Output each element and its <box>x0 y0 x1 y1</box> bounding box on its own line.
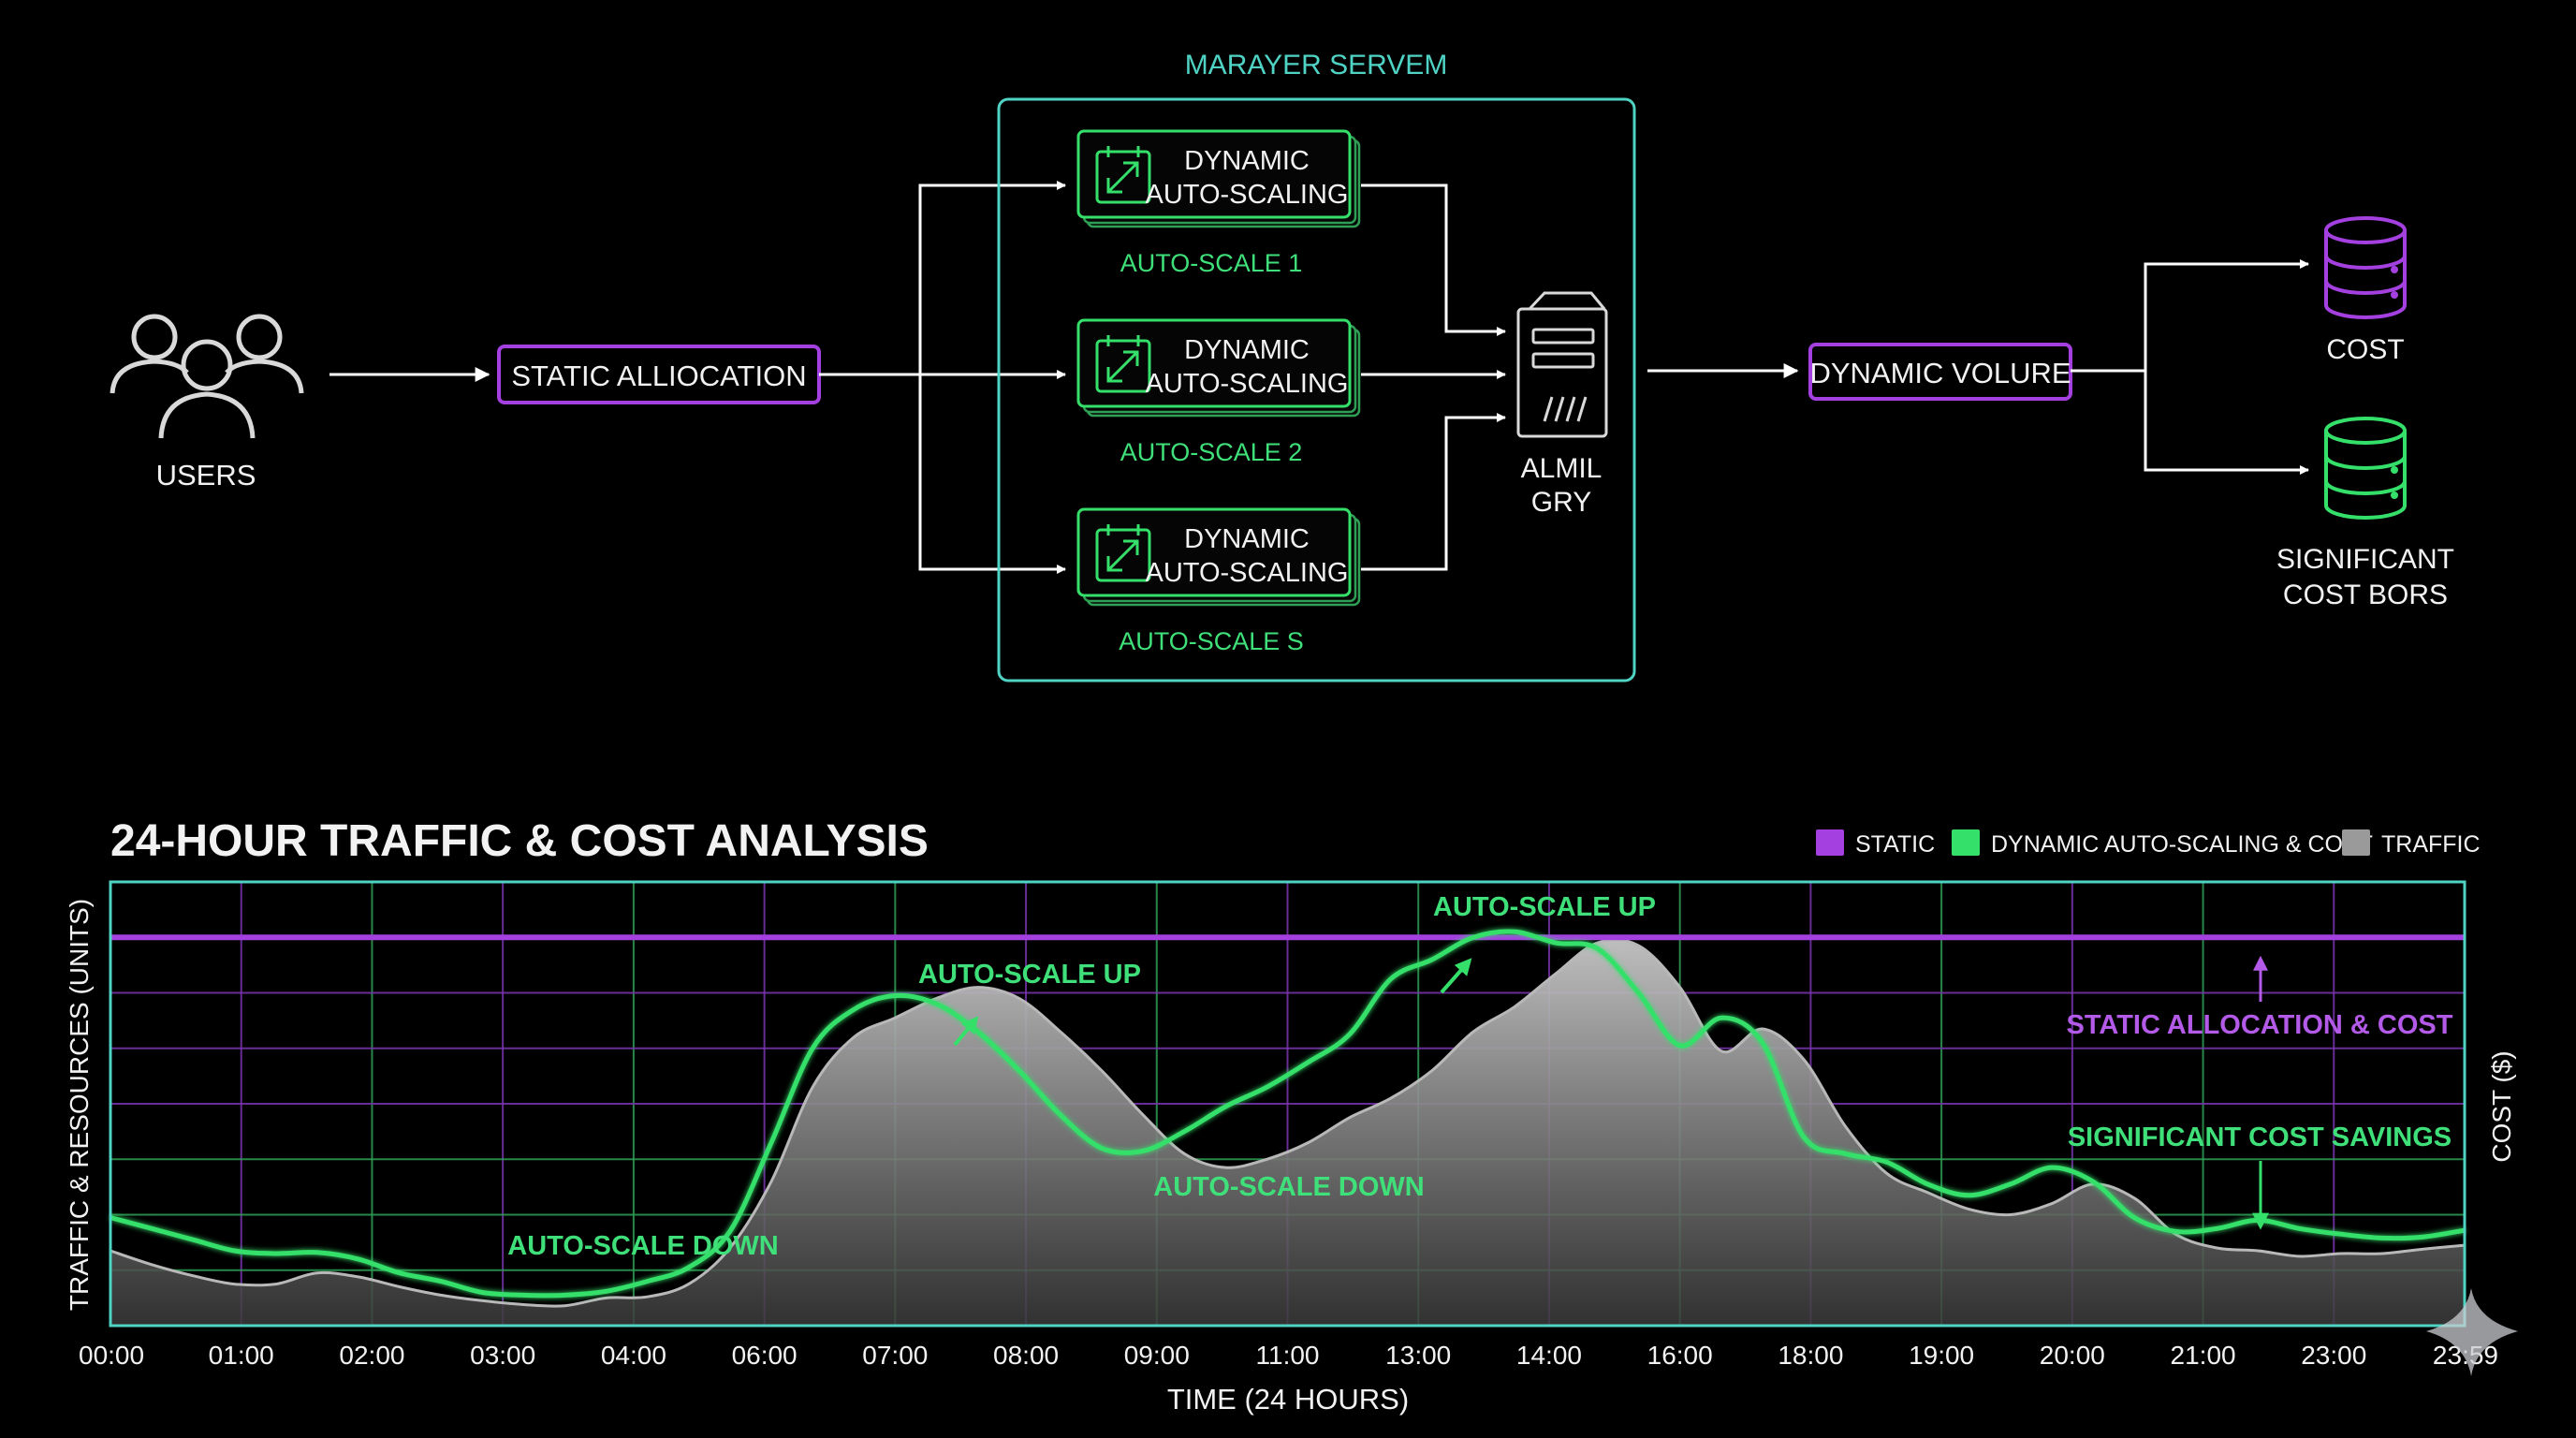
annotation-auto-scale-up-2: AUTO-SCALE UP <box>1433 892 1656 922</box>
static-to-nodes-connectors <box>819 181 1066 574</box>
auto-scale-node-3[interactable]: DYNAMIC AUTO-SCALING AUTO-SCALE S <box>1076 507 1361 655</box>
cluster-title: MARAYER SERVEM <box>1185 50 1448 81</box>
legend-label-dynamic: DYNAMIC AUTO-SCALING & COST <box>1991 831 2373 858</box>
nodes-to-server-connectors <box>1361 183 1506 571</box>
node-1-line1: DYNAMIC <box>1184 146 1310 176</box>
db-cost-label: COST <box>2326 334 2404 365</box>
users-label: USERS <box>156 459 256 492</box>
chart-legend: STATIC DYNAMIC AUTO-SCALING & COST TRAFF… <box>1816 829 2481 858</box>
x-tick-label: 02:00 <box>339 1341 404 1370</box>
arrow-up-2 <box>1440 958 1472 994</box>
arrow-up-1 <box>953 1016 979 1047</box>
x-tick-label: 06:00 <box>732 1341 798 1370</box>
chart: 24-HOUR TRAFFIC & COST ANALYSIS STATIC D… <box>65 816 2518 1416</box>
chart-annotations: AUTO-SCALE UP AUTO-SCALE UP AUTO-SCALE D… <box>507 892 2452 1261</box>
server-label-2: GRY <box>1531 487 1591 518</box>
server-icon <box>1516 291 1608 438</box>
x-tick-label: 21:00 <box>2171 1341 2236 1370</box>
plot-frame <box>109 880 2466 1328</box>
legend-swatch-static <box>1816 829 1844 856</box>
database-icon <box>2324 417 2407 520</box>
node-1-caption: AUTO-SCALE 1 <box>1120 249 1303 277</box>
dynamic-auto-scaling-line <box>110 929 2466 1299</box>
x-tick-label: 11:00 <box>1256 1341 1320 1370</box>
x-tick-label: 20:00 <box>2040 1341 2105 1370</box>
x-tick-label: 09:00 <box>1124 1341 1190 1370</box>
db-cost-node[interactable]: COST <box>2324 216 2407 365</box>
db-savings-label-1: SIGNIFICANT <box>2276 544 2454 575</box>
auto-scale-node-2[interactable]: DYNAMIC AUTO-SCALING AUTO-SCALE 2 <box>1076 318 1361 466</box>
cluster-group: MARAYER SERVEM DYNAMIC AUTO-SCALING AUTO… <box>997 50 1636 682</box>
static-allocation-node[interactable]: STATIC ALLIOCATION <box>497 345 821 404</box>
auto-scale-node-1[interactable]: DYNAMIC AUTO-SCALING AUTO-SCALE 1 <box>1076 129 1361 277</box>
x-axis-label: TIME (24 HOURS) <box>1167 1383 1409 1416</box>
sparkle-icon <box>2426 1288 2518 1376</box>
x-tick-label: 01:00 <box>209 1341 274 1370</box>
y-axis-label-right: COST ($) <box>2487 1050 2516 1162</box>
legend-label-static: STATIC <box>1855 831 1935 858</box>
x-tick-label: 08:00 <box>993 1341 1059 1370</box>
y-axis-label: TRAFFIC & RESOURCES (UNITS) <box>65 899 94 1311</box>
node-3-line2: AUTO-SCALING <box>1145 558 1348 588</box>
x-axis-ticks: 00:00 01:00 02:00 03:00 04:00 06:00 07:00 08:00… <box>79 1341 2498 1370</box>
resize-icon <box>1095 524 1151 582</box>
volume-to-db-connectors <box>2071 259 2309 475</box>
x-tick-label: 18:00 <box>1778 1341 1843 1370</box>
x-tick-label: 07:00 <box>862 1341 928 1370</box>
resize-icon <box>1095 146 1151 204</box>
static-allocation-label: STATIC ALLIOCATION <box>511 360 806 392</box>
resize-icon <box>1095 335 1151 393</box>
x-tick-label: 19:00 <box>1909 1341 1974 1370</box>
annotation-auto-scale-down-2: AUTO-SCALE DOWN <box>1153 1172 1424 1202</box>
database-icon <box>2324 216 2407 319</box>
traffic-area <box>109 938 2466 1328</box>
users-node[interactable]: USERS <box>110 314 304 492</box>
x-tick-label: 14:00 <box>1516 1341 1582 1370</box>
node-1-line2: AUTO-SCALING <box>1145 180 1348 210</box>
users-icon <box>110 314 304 439</box>
node-3-line1: DYNAMIC <box>1184 524 1310 554</box>
dynamic-volume-node[interactable]: DYNAMIC VOLURE <box>1808 343 2072 401</box>
x-tick-label: 23:00 <box>2301 1341 2366 1370</box>
cluster-box <box>997 97 1636 682</box>
annotation-cost-savings: SIGNIFICANT COST SAVINGS <box>2068 1123 2452 1152</box>
chart-title: 24-HOUR TRAFFIC & COST ANALYSIS <box>110 816 929 866</box>
legend-label-traffic: TRAFFIC <box>2381 831 2481 858</box>
annotation-auto-scale-down-1: AUTO-SCALE DOWN <box>507 1231 778 1261</box>
annotation-auto-scale-up-1: AUTO-SCALE UP <box>918 960 1141 990</box>
x-tick-label: 16:00 <box>1647 1341 1713 1370</box>
db-savings-node[interactable]: SIGNIFICANT COST BORS <box>2276 417 2454 610</box>
node-2-line2: AUTO-SCALING <box>1145 369 1348 399</box>
node-2-line1: DYNAMIC <box>1184 335 1310 365</box>
architecture-diagram: USERS STATIC ALLIOCATION MARAYER SERVEM <box>110 50 2454 682</box>
x-tick-label: 04:00 <box>601 1341 666 1370</box>
x-tick-label: 13:00 <box>1385 1341 1451 1370</box>
x-tick-label: 00:00 <box>79 1341 144 1370</box>
db-savings-label-2: COST BORS <box>2283 580 2448 610</box>
node-2-caption: AUTO-SCALE 2 <box>1120 438 1303 466</box>
legend-swatch-traffic <box>2342 829 2370 856</box>
dynamic-volume-label: DYNAMIC VOLURE <box>1809 357 2071 389</box>
legend-swatch-dynamic <box>1952 829 1980 856</box>
node-3-caption: AUTO-SCALE S <box>1119 627 1304 655</box>
server-label-1: ALMIL <box>1521 453 1603 484</box>
x-tick-label: 03:00 <box>470 1341 535 1370</box>
server-node[interactable]: ALMIL GRY <box>1516 291 1608 518</box>
annotation-static-allocation: STATIC ALLOCATION & COST <box>2067 1010 2453 1040</box>
